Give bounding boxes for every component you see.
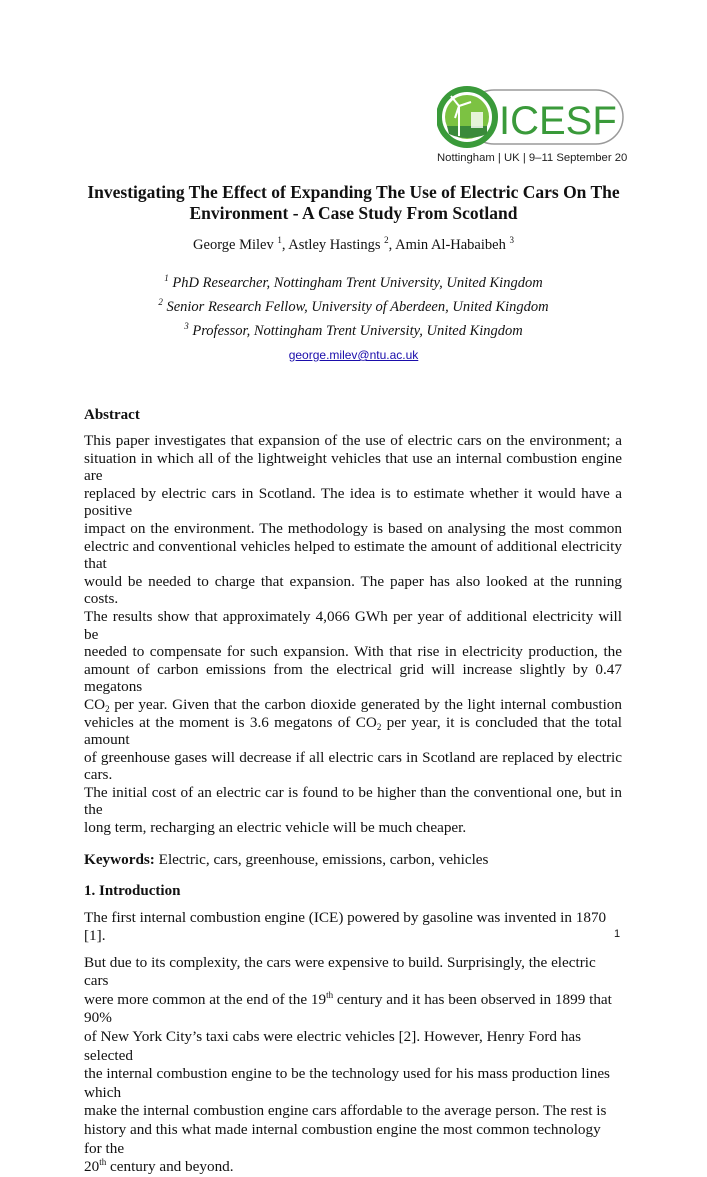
text-line: vehicles at the moment is 3.6 megatons o…	[84, 713, 623, 749]
text-line: amount of carbon emissions from the elec…	[84, 660, 622, 696]
text-line: make the internal combustion engine cars…	[84, 1102, 607, 1120]
text-line: 20th century and beyond.	[84, 1157, 234, 1176]
email-link-row: george.milev@ntu.ac.uk	[0, 348, 707, 362]
text-line: replaced by electric cars in Scotland. T…	[84, 484, 622, 520]
text-line: This paper investigates that expansion o…	[84, 432, 622, 449]
text-line: CO2 per year. Given that the carbon diox…	[84, 695, 622, 714]
abstract-text: This paper investigates that expansion o…	[84, 432, 622, 837]
author: George Milev 1	[193, 235, 282, 254]
author-list: George Milev 1, Astley Hastings 2, Amin …	[193, 235, 514, 254]
page-number: 1	[614, 928, 621, 940]
author: Astley Hastings 2	[288, 235, 389, 254]
text-line: impact on the environment. The methodolo…	[84, 519, 622, 537]
text-line: But due to its complexity, the cars were…	[84, 953, 596, 990]
title-line: Investigating The Effect of Expanding Th…	[87, 182, 620, 202]
text-line: the internal combustion engine to be the…	[84, 1065, 610, 1101]
logo-tagline: Nottingham | UK | 9–11 September 2019	[437, 152, 627, 164]
text-line: were more common at the end of the 19th …	[84, 989, 612, 1027]
title-line: Environment - A Case Study From Scotland	[189, 203, 518, 223]
paper-title: Investigating The Effect of Expanding Th…	[0, 182, 707, 224]
text-line: of greenhouse gases will decrease if all…	[84, 748, 622, 784]
keywords: Keywords: Electric, cars, greenhouse, em…	[84, 850, 489, 868]
conference-logo: ICESF Nottingham | UK | 9–11 September 2…	[436, 86, 640, 164]
affiliation: 1 PhD Researcher, Nottingham Trent Unive…	[164, 273, 543, 292]
svg-text:ICESF: ICESF	[499, 99, 617, 143]
section-heading-introduction: 1. Introduction	[84, 882, 181, 899]
intro-paragraph: But due to its complexity, the cars were…	[84, 954, 622, 1177]
text-line: electric and conventional vehicles helpe…	[84, 537, 622, 573]
text-line: long term, recharging an electric vehicl…	[84, 819, 467, 837]
text-line: of New York City’s taxi cabs were electr…	[84, 1028, 582, 1064]
text-line: The results show that approximately 4,06…	[84, 607, 622, 643]
text-line: would be needed to charge that expansion…	[84, 572, 622, 608]
author: Amin Al-Habaibeh 3	[395, 235, 514, 254]
text-line: situation in which all of the lightweigh…	[84, 449, 622, 485]
text-line: needed to compensate for such expansion.…	[84, 643, 622, 661]
page-body: Investigating The Effect of Expanding Th…	[0, 182, 707, 1177]
email-link[interactable]: george.milev@ntu.ac.uk	[288, 348, 419, 362]
abstract-heading: Abstract	[84, 407, 140, 423]
affiliation: 3 Professor, Nottingham Trent University…	[184, 321, 523, 340]
text-line: The initial cost of an electric car is f…	[84, 783, 622, 819]
intro-first-paragraph: The first internal combustion engine (IC…	[84, 908, 607, 944]
text-line: history and this what made internal comb…	[84, 1121, 601, 1157]
affiliation: 2 Senior Research Fellow, University of …	[158, 297, 549, 316]
